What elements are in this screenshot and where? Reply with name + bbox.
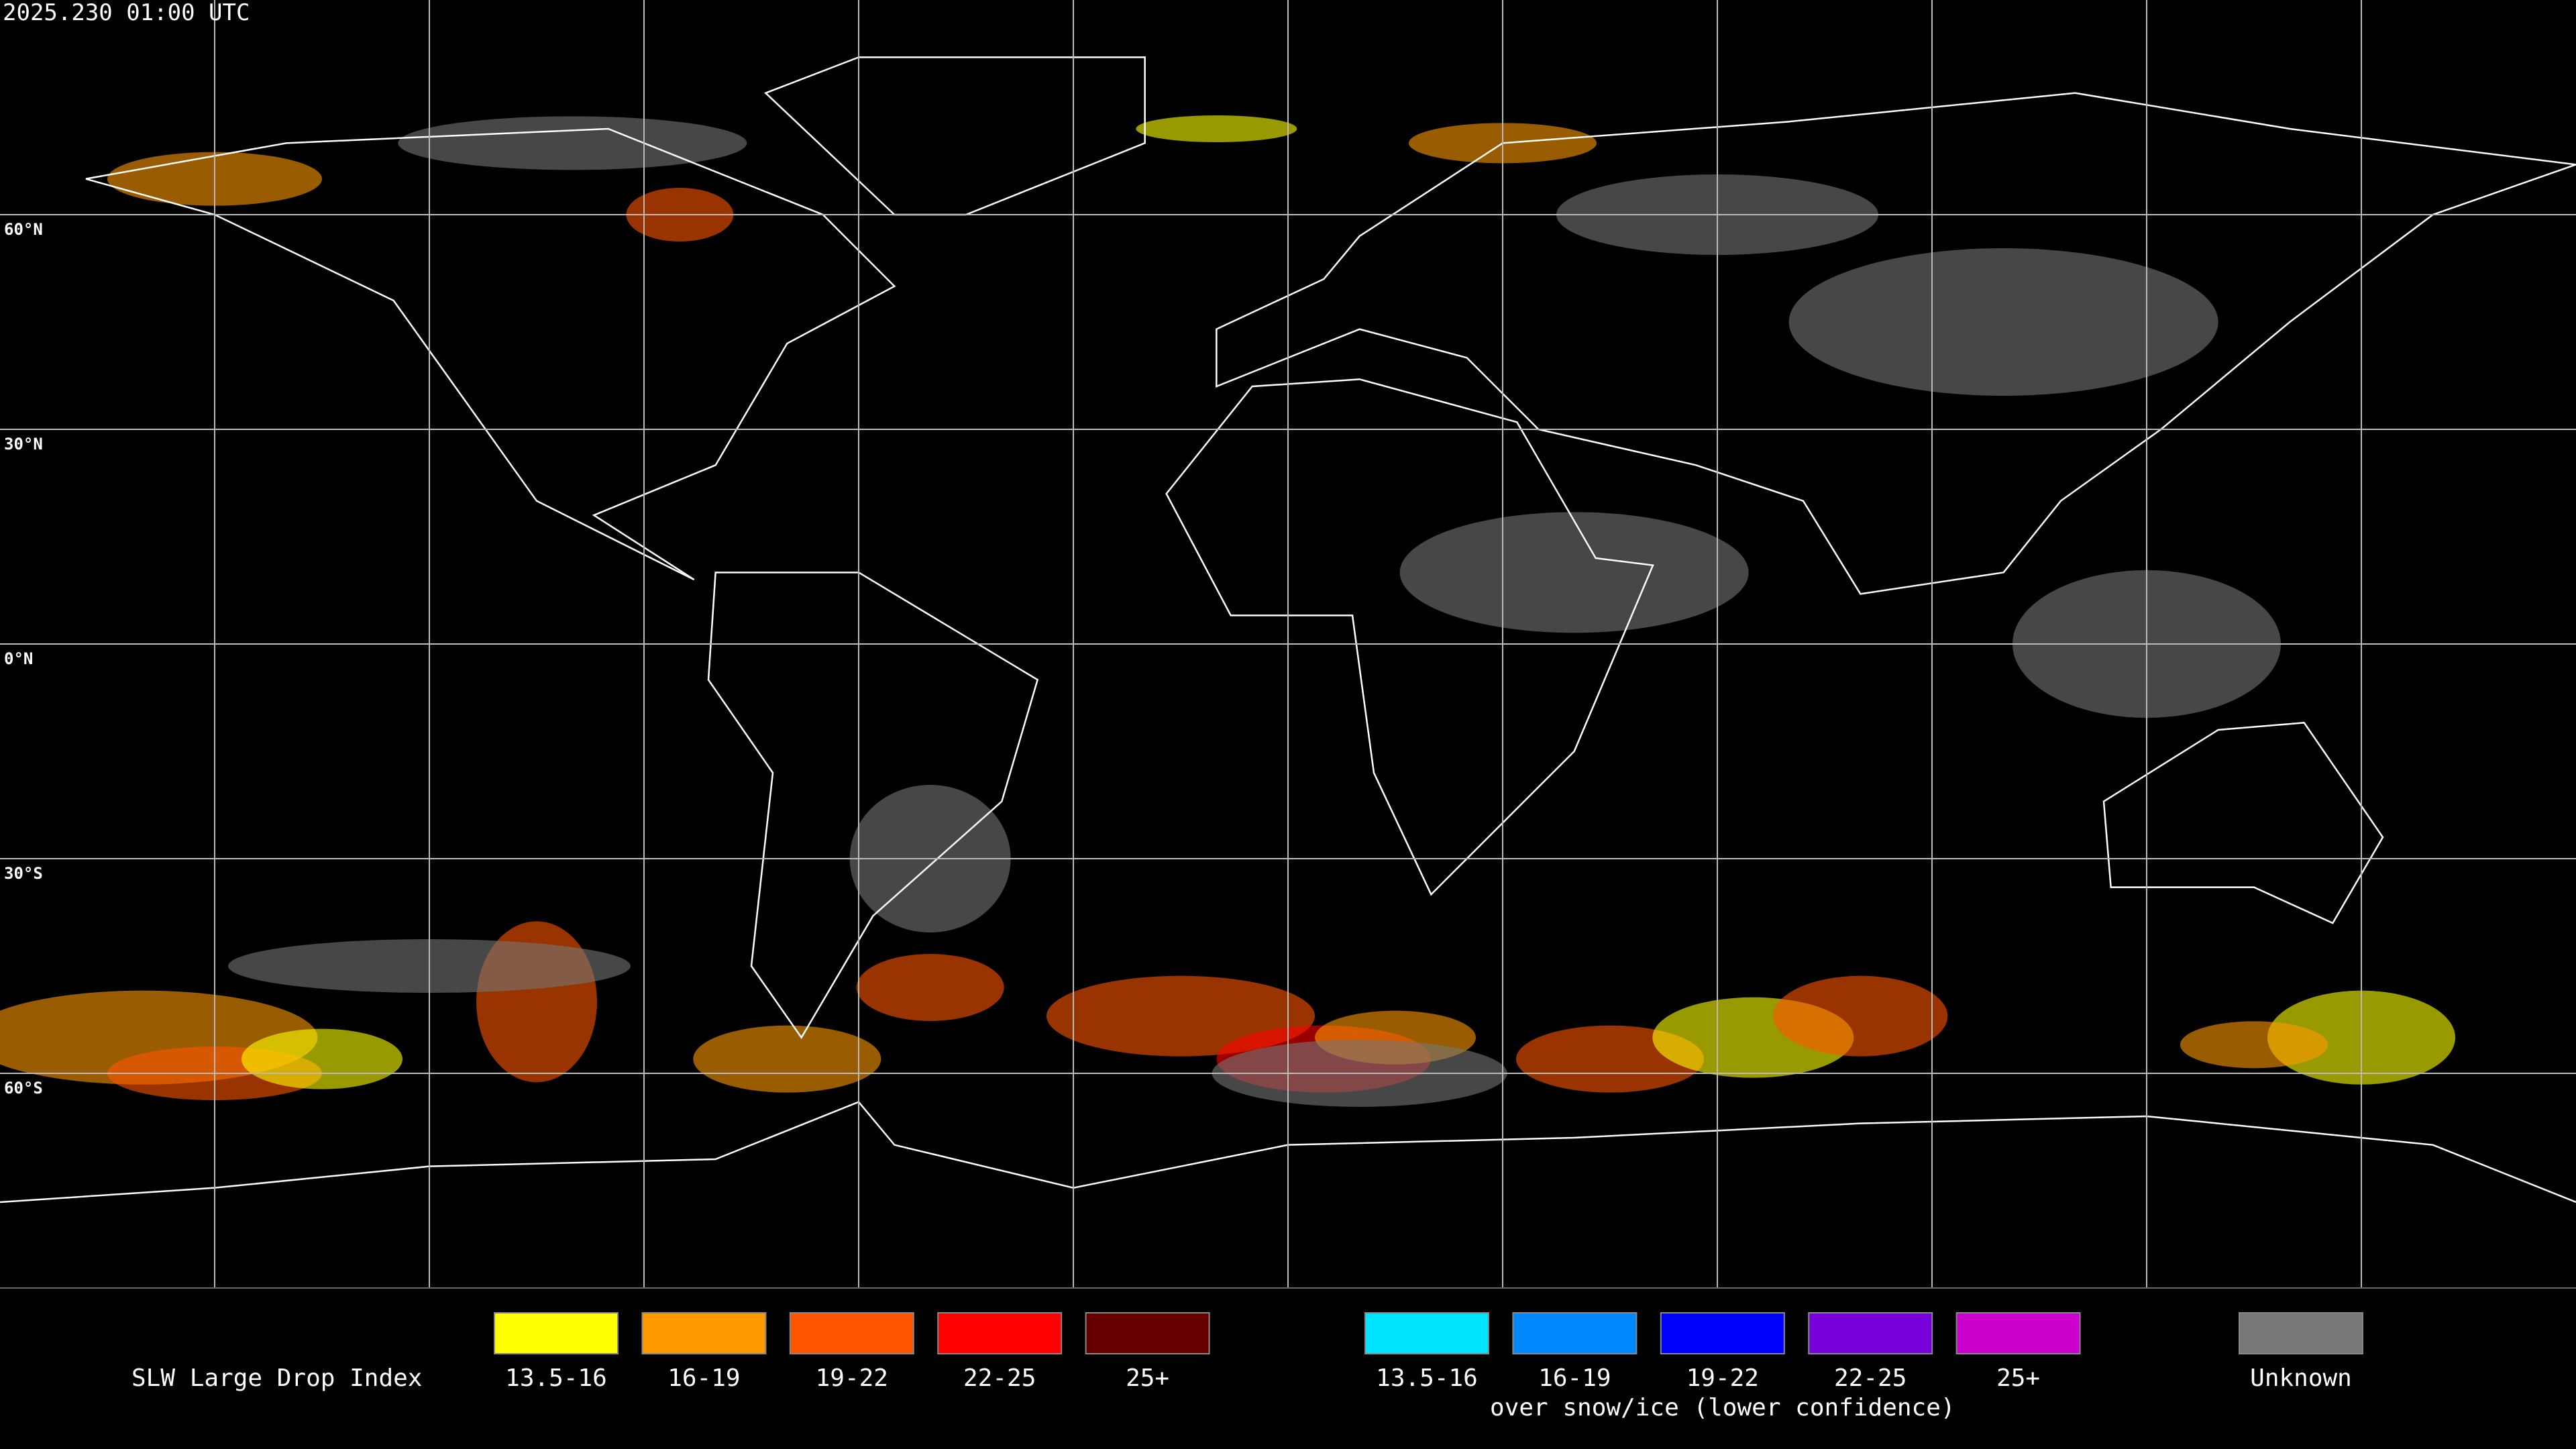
legend-label: 25+ — [1996, 1364, 2040, 1392]
legend-label: 22-25 — [963, 1364, 1036, 1392]
latitude-label: 30°S — [4, 864, 43, 883]
cloud-patch — [1773, 975, 1948, 1057]
legend-swatch — [641, 1312, 767, 1354]
latitude-label: 30°N — [4, 435, 43, 453]
legend-label: 13.5-16 — [505, 1364, 607, 1392]
cloud-patch — [856, 954, 1004, 1021]
legend-label: 19-22 — [816, 1364, 888, 1392]
coastline — [2102, 722, 2384, 924]
cloud-patch — [241, 1028, 402, 1089]
legend-label: 16-19 — [1538, 1364, 1611, 1392]
legend-swatch — [1660, 1312, 1785, 1354]
legend-label: 13.5-16 — [1376, 1364, 1478, 1392]
legend-swatch — [789, 1312, 914, 1354]
cloud-patch — [1136, 115, 1297, 142]
cloud-patch — [693, 1025, 881, 1093]
cloud-patch — [1788, 248, 2218, 396]
latitude-label: 60°S — [4, 1079, 43, 1097]
snow-ice-note: over snow/ice (lower confidence) — [1490, 1394, 1955, 1421]
legend-swatch — [1512, 1312, 1638, 1354]
legend-title: SLW Large Drop Index — [131, 1364, 422, 1392]
legend-swatch — [494, 1312, 619, 1354]
legend-label: 25+ — [1126, 1364, 1169, 1392]
coastline — [707, 572, 1039, 1039]
legend-swatch — [1955, 1312, 2081, 1354]
coastline — [1165, 378, 1654, 896]
legend-swatch — [2239, 1312, 2363, 1354]
legend-swatch — [937, 1312, 1063, 1354]
legend: 13.5-16 16-19 19-22 22-25 25+ 13.5-16 16-19 19-… — [494, 1312, 2363, 1392]
legend-label: 19-22 — [1686, 1364, 1759, 1392]
cloud-patch — [2180, 1021, 2328, 1069]
latitude-label: 60°N — [4, 220, 43, 239]
legend-label: 16-19 — [667, 1364, 740, 1392]
legend-swatch — [1364, 1312, 1489, 1354]
legend-label: Unknown — [2250, 1364, 2352, 1392]
cloud-patch — [398, 116, 747, 170]
coastline — [1216, 92, 2576, 595]
latitude-label: 0°N — [4, 649, 33, 668]
legend-swatch — [1808, 1312, 1933, 1354]
cloud-patch — [1399, 512, 1749, 633]
graticule: 60°N 30°N 0°N 30°S 60°S — [0, 0, 2576, 1288]
coastline — [85, 127, 896, 581]
timestamp: 2025.230 01:00 UTC — [3, 0, 250, 26]
legend-swatch — [1085, 1312, 1210, 1354]
legend-label: 22-25 — [1834, 1364, 1907, 1392]
